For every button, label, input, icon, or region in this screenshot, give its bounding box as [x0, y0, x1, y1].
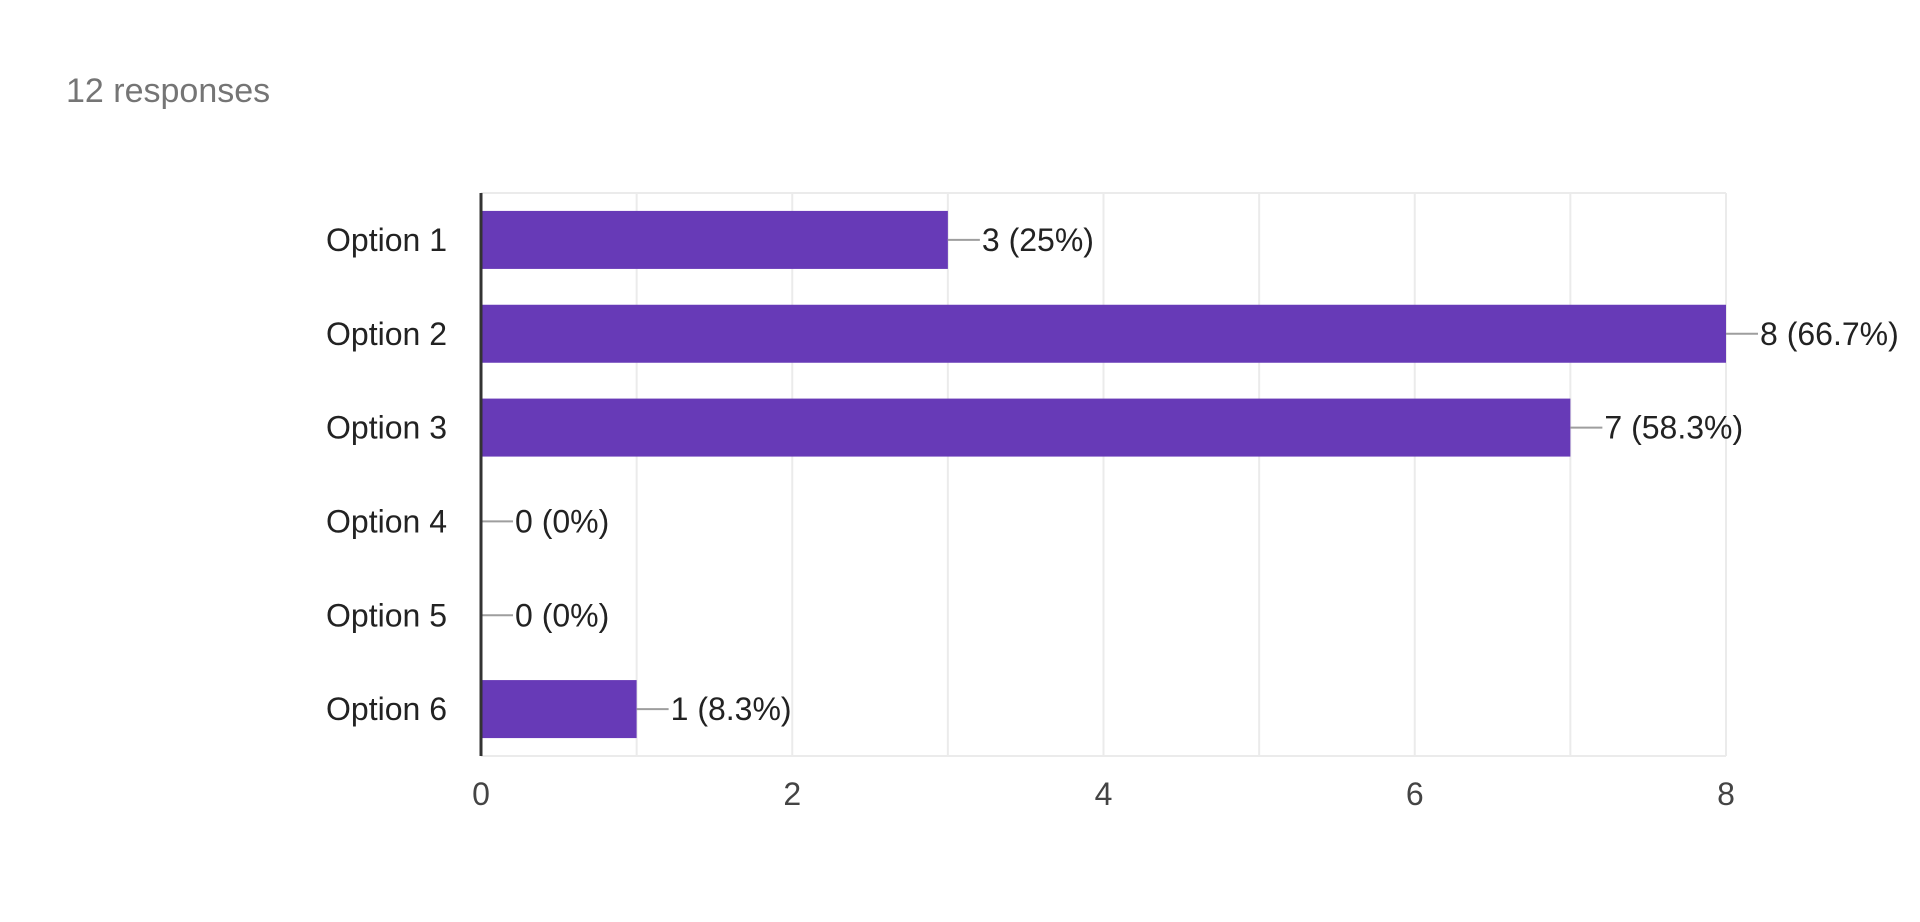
bar-option-2	[481, 304, 1726, 363]
bar-option-1	[481, 210, 948, 269]
response-count: 12 responses	[66, 72, 271, 110]
category-label: Option 6	[326, 691, 447, 727]
x-tick-label: 0	[472, 776, 490, 812]
category-label: Option 5	[326, 597, 447, 633]
data-label: 3 (25%)	[982, 222, 1094, 258]
x-tick-label: 8	[1717, 776, 1735, 812]
x-tick-label: 2	[783, 776, 801, 812]
data-label: 7 (58.3%)	[1604, 410, 1743, 446]
category-label: Option 2	[326, 316, 447, 352]
data-label: 1 (8.3%)	[671, 691, 792, 727]
category-label: Option 4	[326, 503, 447, 539]
x-tick-label: 6	[1406, 776, 1424, 812]
x-tick-label: 4	[1095, 776, 1113, 812]
data-label: 0 (0%)	[515, 597, 609, 633]
bar-option-6	[481, 680, 637, 739]
data-label: 8 (66.7%)	[1760, 316, 1899, 352]
bar-option-3	[481, 398, 1571, 457]
category-label: Option 1	[326, 222, 447, 258]
category-label: Option 3	[326, 410, 447, 446]
data-label: 0 (0%)	[515, 503, 609, 539]
